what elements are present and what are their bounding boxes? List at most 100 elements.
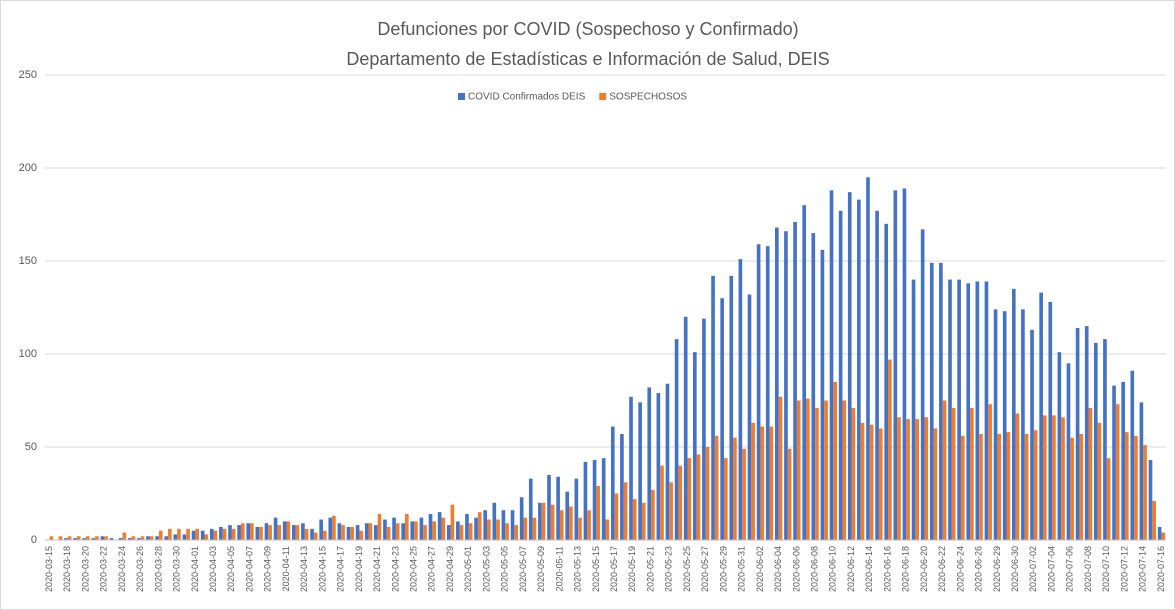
bar [957, 279, 961, 540]
x-tick-label: 2020-05-03 [481, 546, 491, 592]
bar [1134, 435, 1138, 540]
bar [1061, 417, 1065, 540]
bar [109, 538, 114, 540]
bar [559, 510, 564, 540]
bar [496, 519, 500, 540]
bar [702, 318, 706, 540]
x-tick-label: 2020-05-05 [500, 546, 510, 592]
bar [924, 417, 929, 540]
bar [392, 517, 396, 540]
bar [441, 517, 446, 540]
bar [884, 223, 889, 541]
bar [1048, 301, 1053, 540]
bar [1106, 458, 1111, 540]
bar [468, 523, 473, 540]
bar [127, 538, 132, 540]
bar [669, 482, 673, 540]
bar [100, 536, 105, 540]
bar [1039, 292, 1043, 540]
x-tick-label: 2020-06-14 [864, 546, 874, 592]
x-tick-label: 2020-06-18 [901, 546, 911, 592]
bar [765, 246, 770, 540]
bar [1130, 370, 1135, 540]
bar [264, 523, 269, 540]
x-tick-label: 2020-04-13 [299, 546, 309, 592]
bar [477, 512, 482, 540]
bar [337, 523, 342, 540]
bar [423, 525, 427, 540]
bar [623, 482, 628, 540]
x-tick-label: 2020-06-26 [974, 546, 984, 592]
bar [328, 517, 333, 540]
legend-swatch [599, 93, 607, 100]
bar [751, 422, 755, 540]
bar [122, 532, 127, 540]
x-tick-label: 2020-05-27 [700, 546, 710, 592]
bar [875, 210, 879, 540]
x-tick-label: 2020-04-11 [281, 546, 291, 591]
bar [364, 523, 369, 540]
bar [213, 530, 218, 540]
bar [842, 400, 847, 540]
bar [948, 279, 952, 540]
x-tick-label: 2020-07-08 [1083, 546, 1093, 592]
bar [1143, 445, 1147, 540]
x-tick-label: 2020-05-19 [627, 546, 637, 592]
x-tick-label: 2020-06-06 [791, 546, 801, 592]
bar [1084, 326, 1089, 540]
bar [64, 538, 68, 540]
x-tick-label: 2020-05-11 [554, 546, 564, 591]
x-tick-label: 2020-03-20 [80, 546, 90, 592]
x-tick-label: 2020-04-25 [408, 546, 418, 592]
bar [1152, 500, 1156, 540]
bar [683, 316, 688, 540]
bar [738, 259, 743, 540]
bar [911, 279, 916, 540]
bar [574, 478, 579, 540]
bar [620, 433, 624, 540]
bar [359, 530, 364, 540]
bar [73, 538, 77, 540]
bar [696, 454, 701, 540]
bar [474, 517, 478, 540]
y-tick-label: 250 [19, 69, 37, 81]
bar [674, 339, 679, 540]
bar [419, 517, 424, 540]
bar [756, 244, 761, 540]
bar [76, 536, 81, 540]
bar [1157, 526, 1162, 540]
bar [1033, 430, 1038, 540]
bar [313, 532, 318, 540]
bar [341, 525, 345, 540]
x-tick-label: 2020-03-18 [62, 546, 72, 592]
bar [465, 513, 469, 540]
bar [200, 530, 205, 540]
bar [155, 536, 159, 540]
bar [569, 506, 573, 540]
bar [86, 536, 90, 540]
y-tick-label: 200 [19, 162, 37, 174]
x-tick-label: 2020-07-06 [1065, 546, 1075, 592]
bar [824, 400, 828, 540]
bar [1075, 327, 1080, 540]
bar [501, 510, 506, 540]
bar [1021, 309, 1025, 540]
x-tick-label: 2020-05-01 [463, 546, 473, 592]
bar [149, 536, 154, 540]
x-tick-label: 2020-07-02 [1028, 546, 1038, 592]
bar [319, 519, 323, 540]
bar [915, 419, 920, 540]
x-tick-label: 2020-04-05 [226, 546, 236, 592]
x-tick-label: 2020-04-03 [208, 546, 218, 592]
legend-swatch [458, 93, 465, 100]
bar [505, 523, 509, 540]
bar [583, 461, 588, 540]
bar [350, 526, 354, 540]
x-tick-label: 2020-05-29 [718, 546, 728, 592]
bar [58, 536, 63, 540]
bar [993, 309, 998, 540]
bar [784, 231, 788, 541]
x-tick-label: 2020-06-08 [809, 546, 819, 592]
bar [747, 294, 752, 540]
